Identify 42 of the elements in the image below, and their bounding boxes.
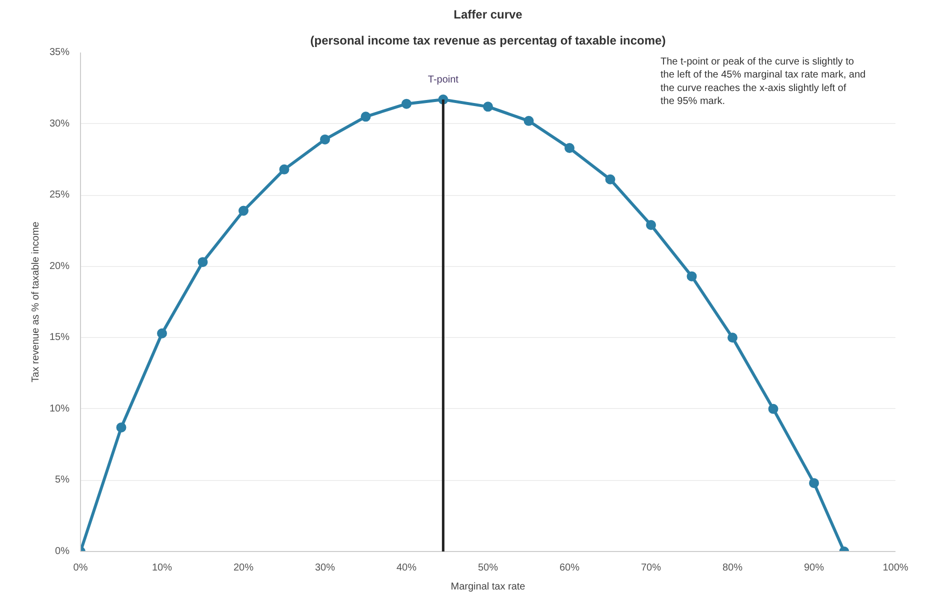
point [483,102,493,112]
point [360,112,371,122]
chart-subtitle: (personal income tax revenue as percentag of taxable income) [310,34,666,48]
point [279,164,290,174]
point [320,134,330,144]
x-axis-title: Marginal tax rate [450,582,526,592]
point [402,98,412,109]
point [198,257,208,268]
point [564,143,574,154]
x-tick-label: 10% [152,562,172,574]
point [605,174,616,184]
point [116,422,126,432]
x-tick-label: 100% [882,562,908,574]
point [238,206,248,216]
x-tick-label: 90% [804,562,824,574]
x-tick-label: 30% [314,562,336,574]
y-tick-label: 30% [49,118,70,130]
ref-line-label: T-point [428,74,459,86]
y-tick-label: 0% [55,546,70,557]
point [646,220,656,230]
x-tick-label: 20% [233,562,254,574]
y-tick-label: 5% [55,474,70,486]
y-tick-label: 35% [49,47,70,58]
x-tick-label: 40% [396,562,417,574]
point [686,271,697,282]
y-tick-label: 15% [49,332,70,344]
y-tick-label: 10% [49,403,70,414]
y-tick-label: 25% [49,190,70,201]
y-tick-label: 20% [49,260,70,272]
annotation: The t-point or peak of the curve is slightly to the left of the 45% marginal tax rate mark, and the curve reaches the x-axis slightly left of the 95% mark. [660,56,866,108]
point [728,332,738,343]
point [809,478,819,488]
x-tick-label: 70% [640,562,662,574]
y-axis-title: Tax revenue as % of taxable income [30,221,42,382]
x-tick-label: 0% [73,562,88,574]
point [768,404,778,414]
chart-title: Laffer curve [454,8,523,22]
point [524,116,534,126]
point [157,328,167,338]
x-tick-label: 80% [722,562,743,574]
x-tick-label: 50% [478,562,498,574]
x-tick-label: 60% [559,562,580,574]
